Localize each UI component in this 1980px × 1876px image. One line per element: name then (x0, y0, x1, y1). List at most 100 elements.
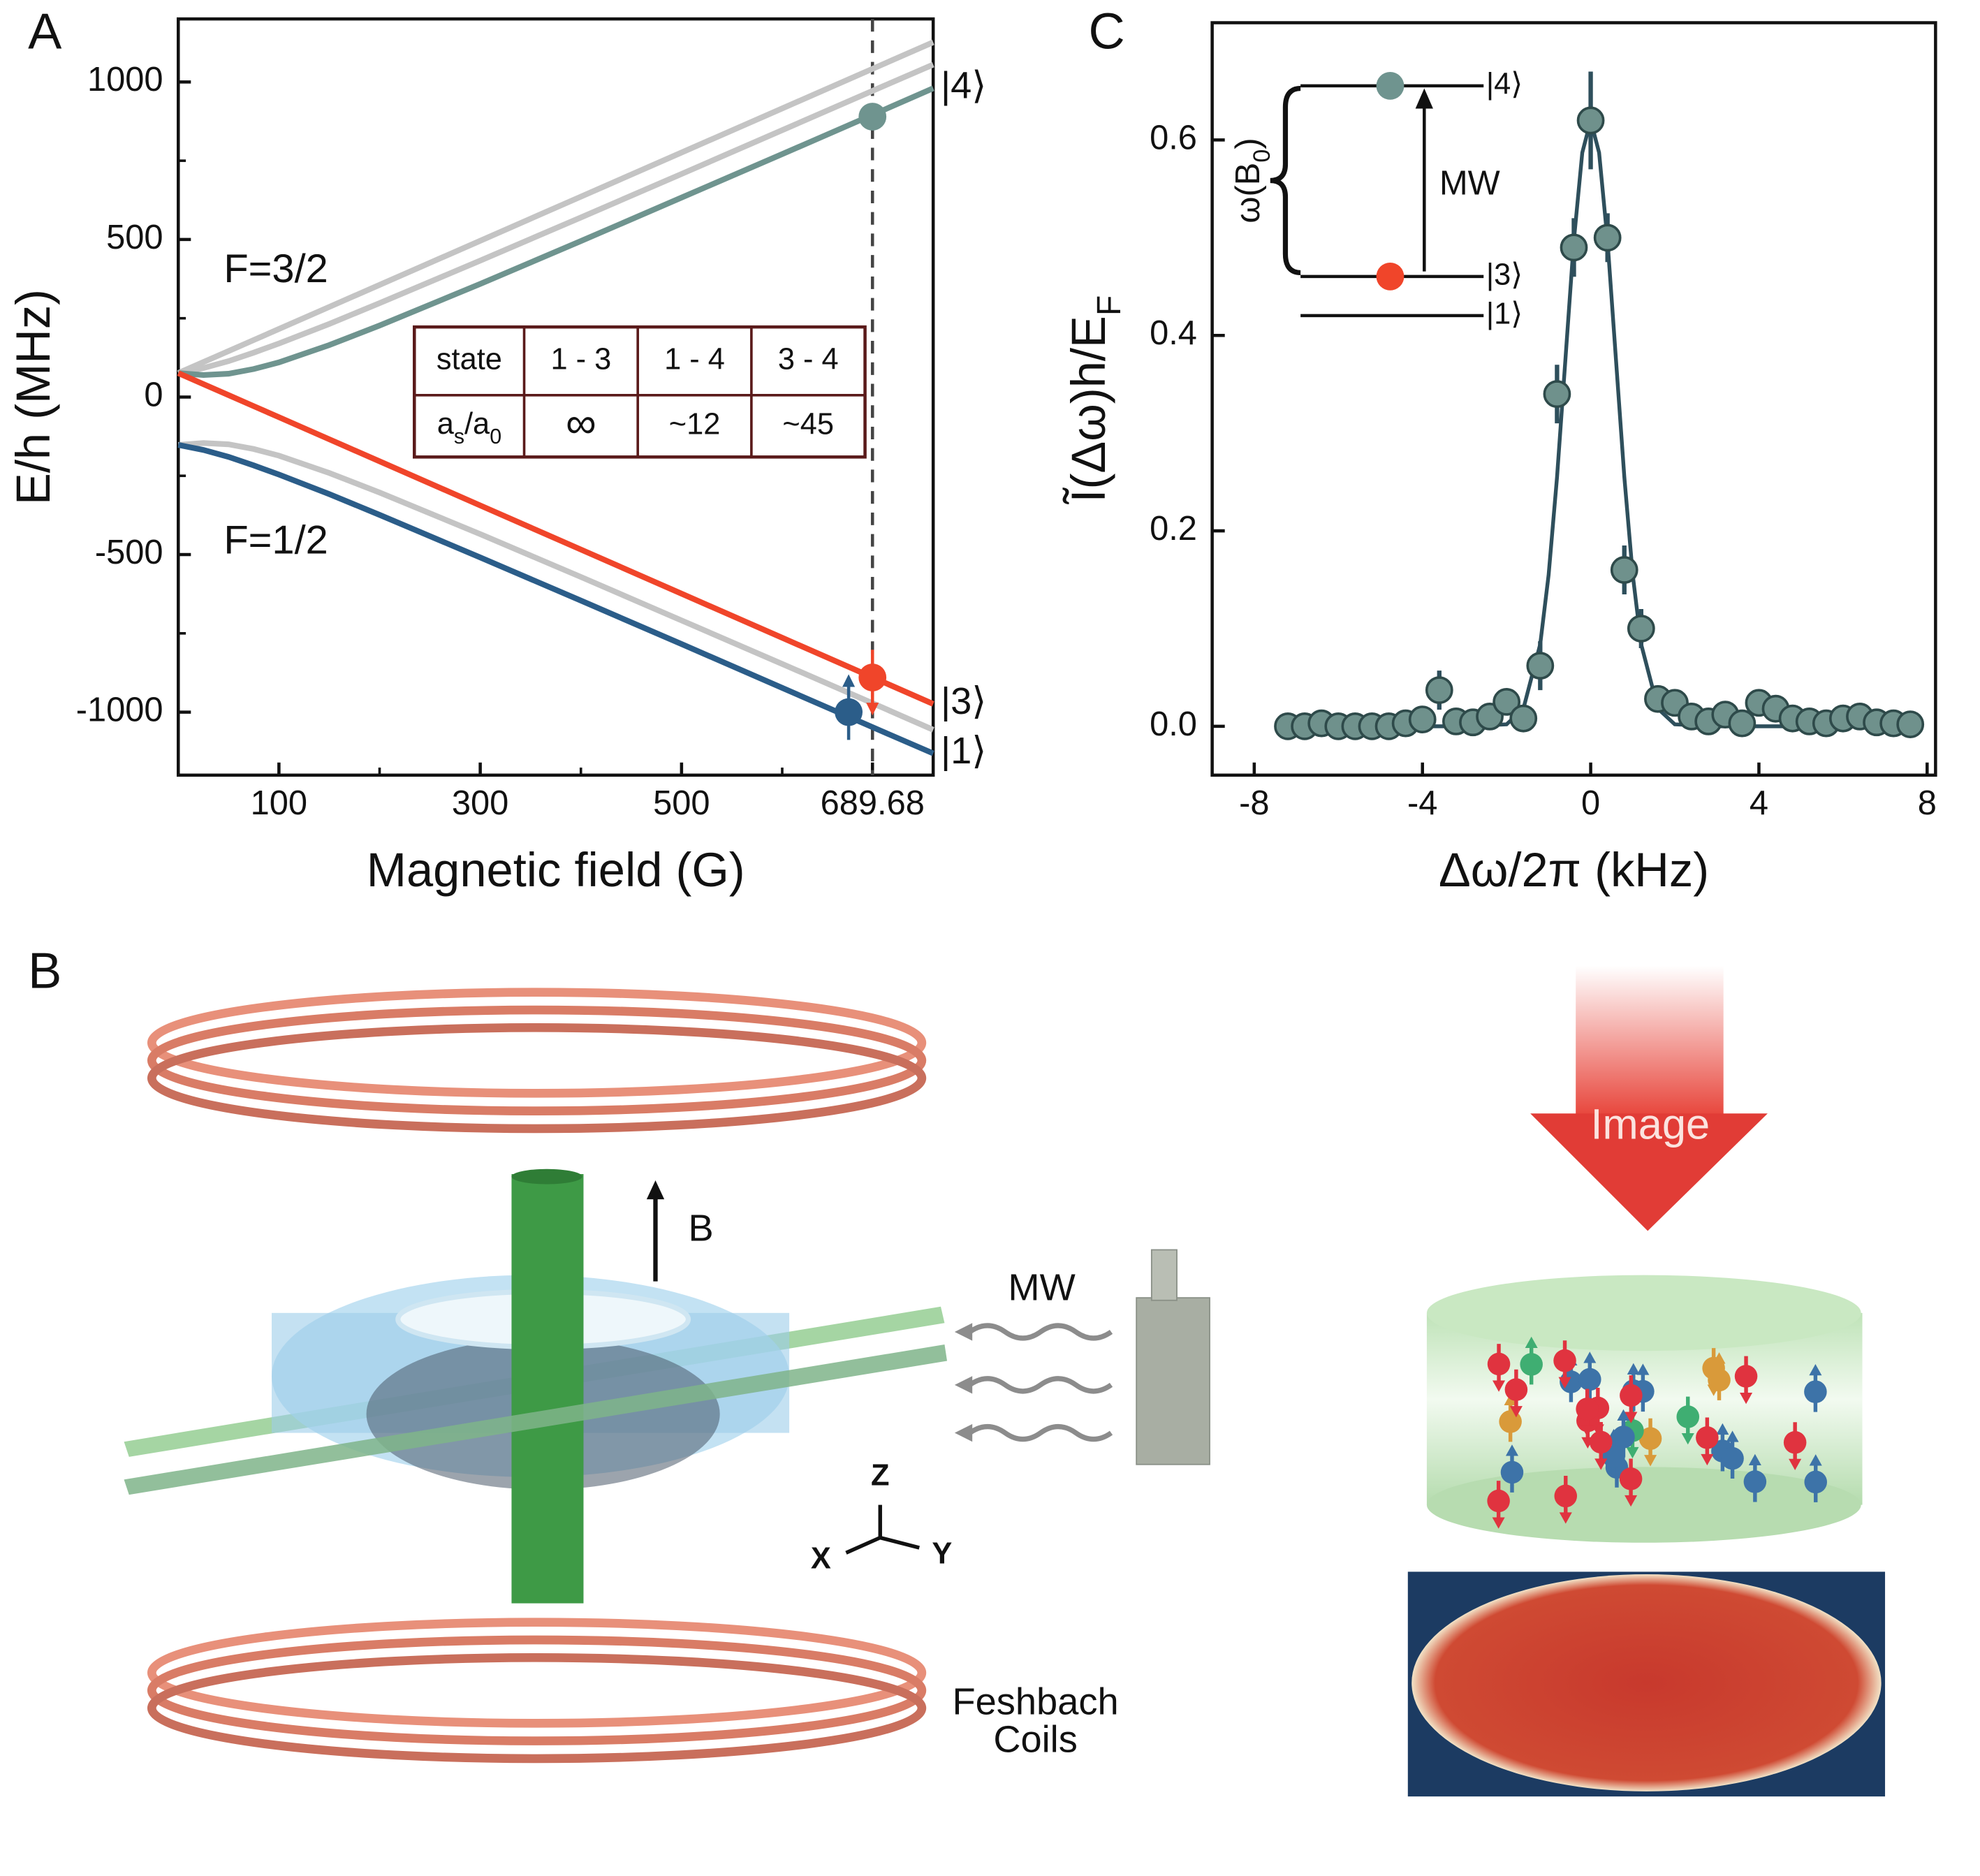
spin (1740, 1393, 1753, 1405)
trap-cylinder (1426, 1275, 1861, 1351)
annotation: F=3/2 (223, 247, 328, 291)
energy-curve (177, 440, 934, 733)
atom (1620, 1384, 1643, 1407)
table-cell: 1 - 4 (664, 342, 725, 376)
table-cell: state (437, 342, 502, 376)
label: as/a0 (437, 407, 501, 448)
experiment-illustration: B MW Z X Y Feshbach Coils Image (124, 965, 1886, 1797)
atom-cloud (1411, 1574, 1882, 1791)
panel-label: B (28, 944, 61, 999)
atom (1638, 1427, 1662, 1450)
atom (1553, 1349, 1576, 1372)
fit-curve (1288, 112, 1911, 728)
level-label: |4⟩ (1486, 67, 1523, 101)
coordinate-axes (845, 1504, 920, 1555)
label-part: ) (1229, 138, 1267, 149)
spin (1505, 1444, 1519, 1456)
field-label: B (688, 1208, 713, 1250)
light-sheet (124, 1344, 948, 1495)
spin (1809, 1454, 1822, 1466)
table-cell: ~45 (782, 407, 834, 441)
y-tick-label: 0.4 (1150, 314, 1197, 352)
table-cell: ~12 (669, 407, 721, 441)
atom (1734, 1365, 1758, 1388)
x-tick-label: 689.68 (821, 784, 925, 822)
data-point (1543, 380, 1571, 409)
coils-label: Feshbach (953, 1681, 1119, 1723)
energy-curve (177, 85, 934, 378)
label-part: Ĩ(Δω)h/E (1062, 316, 1115, 504)
data-point (1728, 709, 1757, 738)
spin (1559, 1512, 1572, 1524)
data-point (1526, 652, 1555, 680)
level-diagram (1270, 72, 1484, 318)
vertical-beam (511, 1168, 582, 1185)
x-tick-label: 4 (1750, 784, 1768, 822)
atom (1520, 1353, 1543, 1376)
spin (1681, 1432, 1694, 1445)
label-part: 0 (490, 425, 501, 448)
label: ω(B0) (1229, 138, 1275, 223)
spin (1525, 1336, 1538, 1349)
data-point (1493, 688, 1521, 716)
atom (1589, 1430, 1613, 1454)
coils-label: Coils (993, 1719, 1078, 1761)
level-label: |3⟩ (1486, 258, 1523, 291)
x-axis-label: Magnetic field (G) (367, 843, 745, 897)
spin (1625, 1495, 1638, 1507)
atom (1576, 1398, 1599, 1421)
field-arrow (646, 1180, 665, 1200)
imaging-label: Image (1590, 1100, 1710, 1148)
transition-label: MW (1439, 165, 1500, 203)
table-cell: ∞ (566, 399, 596, 447)
label-part: s (454, 425, 464, 448)
x-axis-label: Δω/2π (kHz) (1439, 843, 1709, 897)
spin (1509, 1406, 1523, 1418)
spin (1583, 1351, 1597, 1363)
spin-arrow (842, 674, 856, 687)
label-part: a (437, 407, 455, 441)
atom (1696, 1426, 1719, 1449)
energy-curve (177, 370, 934, 707)
annotation: F=1/2 (223, 518, 328, 563)
atom (1554, 1484, 1578, 1508)
bottom-coil (147, 1618, 927, 1764)
y-tick-label: 0.2 (1150, 510, 1197, 548)
atom (1743, 1470, 1767, 1493)
atom (1578, 1368, 1601, 1391)
atom (1783, 1430, 1807, 1454)
state-label: |1⟩ (941, 730, 986, 772)
atom (1619, 1467, 1643, 1490)
spin-arrow (866, 703, 879, 716)
spin (1625, 1412, 1638, 1423)
atoms (1487, 1336, 1827, 1529)
x-tick-label: 300 (452, 784, 508, 822)
table-frame (413, 325, 867, 459)
spin (1809, 1363, 1822, 1376)
mw-connector (1150, 1249, 1178, 1301)
table-cell: 3 - 4 (778, 342, 839, 376)
atom (1721, 1446, 1744, 1470)
axis-y: Y (932, 1537, 952, 1570)
x-tick-label: -8 (1239, 784, 1269, 822)
spin (1713, 1352, 1726, 1364)
data-point (1610, 556, 1638, 584)
mw-antenna (1136, 1297, 1210, 1465)
energy-curve (177, 61, 934, 376)
energy-curve (177, 39, 934, 376)
spin (1626, 1446, 1639, 1459)
data-point (1425, 676, 1453, 704)
spin (1644, 1455, 1657, 1467)
spin (1594, 1458, 1608, 1470)
data-point (1560, 233, 1588, 262)
y-tick-label: 0 (144, 376, 163, 413)
spin (1748, 1453, 1761, 1466)
state-marker (858, 664, 887, 691)
state-label: |3⟩ (941, 680, 986, 722)
spin (1726, 1430, 1739, 1442)
spin (1492, 1517, 1505, 1529)
atom (1499, 1410, 1522, 1433)
x-tick-label: 100 (251, 784, 307, 822)
atom (1804, 1380, 1827, 1403)
